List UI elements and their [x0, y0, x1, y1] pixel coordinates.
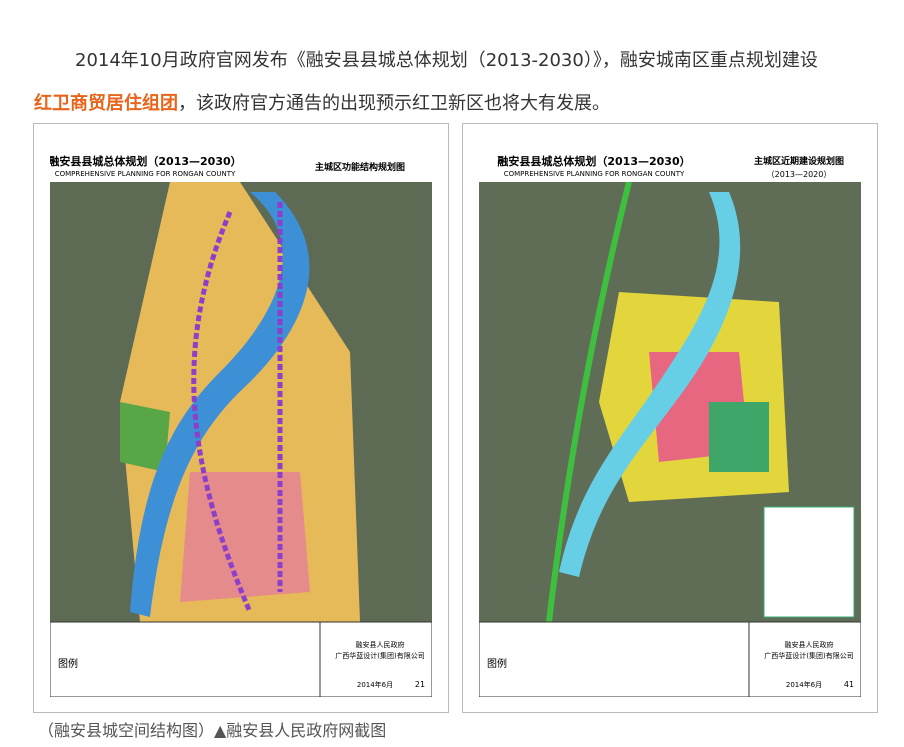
highlight: 红卫商贸居住组团 [34, 93, 178, 114]
designer: 广西华蓝设计(集团)有限公司 [335, 651, 424, 660]
page-number: 21 [415, 680, 425, 689]
date: 2014年6月 [357, 680, 393, 689]
map-image: 融安县县城总体规划（2013—2030） COMPREHENSIVE PLANN… [33, 123, 449, 713]
map-subtitle: COMPREHENSIVE PLANNING FOR RONGAN COUNTY [55, 170, 236, 178]
map-name: 主城区近期建设规划图 [754, 155, 844, 167]
org: 融安县人民政府 [356, 640, 405, 649]
page-number: 41 [844, 680, 854, 689]
legend-heading: 图例 [487, 657, 507, 670]
map-image: 融安县县城总体规划（2013—2030） COMPREHENSIVE PLANN… [462, 123, 878, 713]
org: 融安县人民政府 [785, 640, 834, 649]
legend-heading: 图例 [58, 657, 78, 670]
map: 融安县县城总体规划（2013—2030） COMPREHENSIVE PLANN… [50, 152, 432, 697]
map-period: （2013—2020） [767, 170, 832, 179]
paragraph-line: 2014年10月政府官网发布《融安县县城总体规划（2013-2030）》，融安城… [75, 50, 818, 71]
paragraph-line: 红卫商贸居住组团，该政府官方通告的出现预示红卫新区也将大有发展。 [34, 89, 610, 115]
designer: 广西华蓝设计(集团)有限公司 [764, 651, 853, 660]
map-title: 融安县县城总体规划（2013—2030） [50, 154, 242, 168]
caption: （融安县城空间结构图）▲融安县人民政府网截图 [38, 721, 387, 740]
date: 2014年6月 [786, 680, 822, 689]
text: ，该政府官方通告的出现预示红卫新区也将大有发展。 [178, 93, 610, 114]
map-subtitle: COMPREHENSIVE PLANNING FOR RONGAN COUNTY [504, 170, 685, 178]
map-name: 主城区功能结构规划图 [315, 161, 405, 173]
map-title: 融安县县城总体规划（2013—2030） [497, 154, 690, 168]
map: 融安县县城总体规划（2013—2030） COMPREHENSIVE PLANN… [479, 152, 861, 697]
